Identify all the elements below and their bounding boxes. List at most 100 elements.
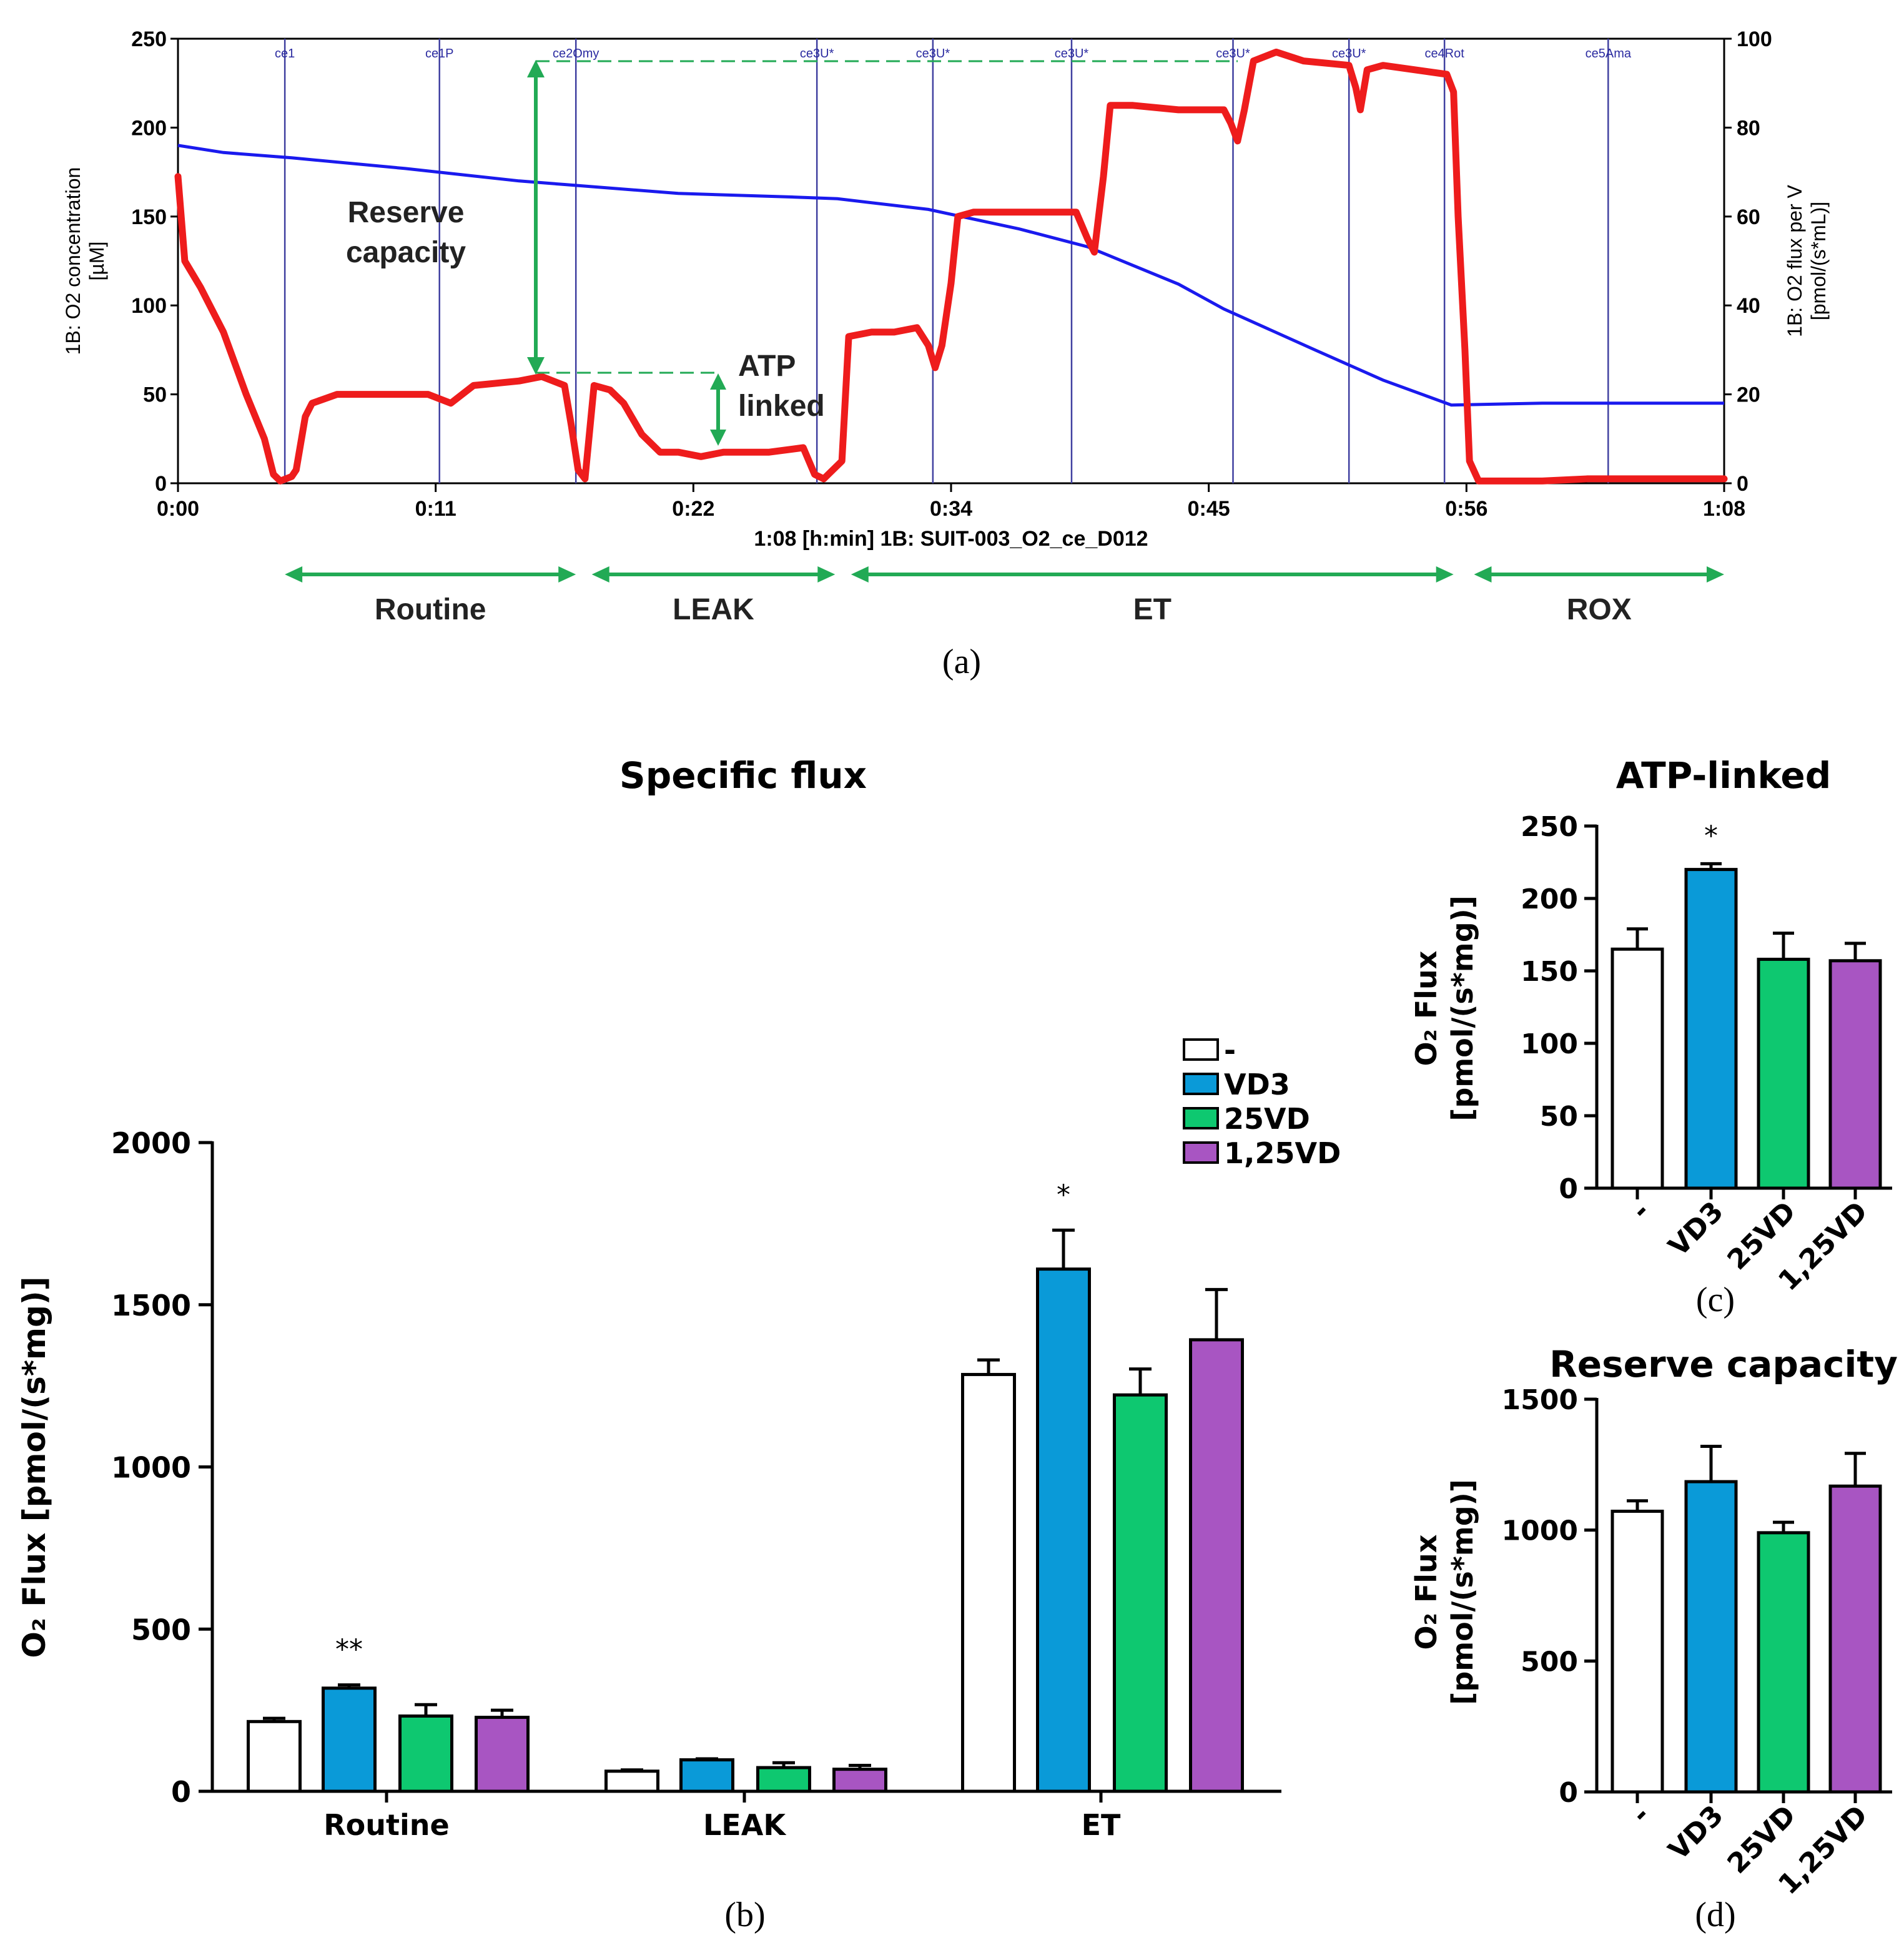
- bar: [961, 1372, 1016, 1793]
- phase-arrow-head-right: [817, 566, 836, 583]
- atp-linked-annotation: ATP linked: [536, 350, 825, 446]
- chart-b-y-label: O₂ Flux [pmol/(s*mg)]: [16, 1276, 52, 1658]
- left-axis-label-line2: [µM]: [86, 242, 108, 281]
- y-tick-label: 0: [1559, 1777, 1578, 1809]
- reserve-label-line2: capacity: [346, 236, 466, 269]
- reserve-label-line1: Reserve: [348, 196, 465, 229]
- chart-d-y-label-line1: O₂ Flux: [1409, 1535, 1443, 1650]
- x-tick-label: 0:22: [672, 497, 714, 521]
- chart-c-title: ATP-linked: [1616, 754, 1831, 797]
- bar: [322, 1686, 377, 1793]
- event-label: ce3U*: [916, 47, 950, 61]
- bar: [475, 1716, 530, 1793]
- right-tick-label: 20: [1737, 383, 1760, 407]
- chart-d-title: Reserve capacity: [1549, 1343, 1898, 1385]
- panel-b-specific-flux: Specific flux O₂ Flux [pmol/(s*mg)] 0 500…: [16, 754, 1341, 1934]
- y-tick-label: 200: [1521, 883, 1578, 915]
- right-tick-label: 0: [1737, 472, 1749, 496]
- legend-swatch: [1183, 1107, 1219, 1129]
- left-axis-label: 1B: O2 concentration [µM]: [62, 167, 108, 355]
- significance-mark: **: [335, 1634, 363, 1666]
- phase-arrow-head-right: [1707, 566, 1724, 583]
- panel-label-a: (a): [942, 642, 981, 681]
- event-markers: ce1 ce1P ce2Omy ce3U* ce3U* ce3U* ce3U* ce3U* ce…: [275, 39, 1632, 483]
- bar: [1611, 1509, 1664, 1794]
- event-label: ce4Rot: [1424, 47, 1464, 61]
- bar: [604, 1769, 659, 1793]
- event-label: ce3U*: [1216, 47, 1250, 61]
- event-label: ce5Ama: [1586, 47, 1632, 61]
- significance-mark: *: [1057, 1179, 1070, 1211]
- panel-label-c: (c): [1696, 1281, 1735, 1319]
- bar: [832, 1768, 887, 1793]
- left-tick-label: 250: [131, 27, 167, 51]
- event-label: ce3U*: [1055, 47, 1089, 61]
- left-tick-label: 0: [155, 472, 167, 496]
- y-tick-label: 500: [1521, 1646, 1578, 1678]
- chart-d-y-label: O₂ Flux [pmol/(s*mg)]: [1409, 1479, 1479, 1705]
- bar: [398, 1714, 453, 1793]
- left-tick-label: 150: [131, 205, 167, 229]
- y-tick-label: 1500: [1502, 1384, 1578, 1416]
- chart-b-title: Specific flux: [619, 754, 867, 797]
- phase-arrow-head-right: [558, 566, 576, 583]
- x-tick-label: 0:00: [157, 497, 199, 521]
- y-tick-label: 500: [131, 1613, 191, 1646]
- bar: [1757, 957, 1810, 1190]
- bar: [247, 1719, 302, 1793]
- event-label: ce1P: [425, 47, 454, 61]
- right-tick-label: 100: [1737, 27, 1772, 51]
- bar: [1684, 1480, 1738, 1794]
- panel-c-atp-linked: ATP-linked O₂ Flux [pmol/(s*mg)] 0 50 100 1…: [1409, 754, 1892, 1319]
- event-label: ce3U*: [800, 47, 834, 61]
- x-tick-label: 0:11: [415, 497, 456, 521]
- bar: [1684, 868, 1738, 1190]
- chart-d-y-label-line2: [pmol/(s*mg)]: [1446, 1479, 1479, 1705]
- atp-arrow-head-top: [710, 373, 726, 390]
- right-tick-label: 80: [1737, 116, 1760, 140]
- right-axis-label: 1B: O2 flux per V [pmol/(s*mL)]: [1783, 185, 1830, 337]
- atp-label-line2: linked: [738, 390, 825, 423]
- bar: [1189, 1338, 1244, 1793]
- legend-label: 25VD: [1224, 1102, 1310, 1136]
- event-label: ce1: [275, 47, 295, 61]
- chart-b-y-label-text: O₂ Flux [pmol/(s*mg)]: [16, 1276, 52, 1658]
- y-tick-label: 0: [171, 1775, 191, 1809]
- x-tick-label: 0:45: [1188, 497, 1230, 521]
- legend-label: 1,25VD: [1224, 1136, 1341, 1170]
- chart-b-axes: 0 500 1000 1500 2000 Routine LEAK ET: [111, 1126, 1281, 1842]
- phase-arrow-head-left: [591, 566, 609, 583]
- x-axis-ticks: 0:00 0:11 0:22 0:34 0:45 0:56 1:08: [157, 483, 1745, 521]
- legend-swatch: [1183, 1073, 1219, 1095]
- phase-arrow-head-right: [1436, 566, 1454, 583]
- reserve-arrow-head-bottom: [527, 357, 545, 375]
- left-tick-label: 100: [131, 294, 167, 318]
- phase-label: ET: [1133, 593, 1172, 626]
- bar: [756, 1766, 811, 1793]
- panel-label-b: (b): [724, 1896, 765, 1934]
- reserve-arrow-head-top: [527, 60, 545, 77]
- bar: [679, 1758, 734, 1793]
- category-label: Routine: [323, 1808, 449, 1842]
- phase-label: ROX: [1567, 593, 1632, 626]
- reserve-capacity-annotation: Reserve capacity: [346, 60, 1238, 375]
- atp-label-line1: ATP: [738, 350, 796, 383]
- y-tick-label: 2000: [111, 1126, 191, 1160]
- phase-arrows: Routine LEAK ET ROX: [285, 566, 1724, 626]
- legend-label: VD3: [1224, 1068, 1290, 1101]
- panel-a-oxygraph-trace: ce1 ce1P ce2Omy ce3U* ce3U* ce3U* ce3U* ce3U* ce…: [62, 27, 1830, 681]
- x-tick-label: 0:34: [930, 497, 972, 521]
- legend-swatch: [1183, 1141, 1219, 1164]
- chart-c-y-label-line2: [pmol/(s*mg)]: [1446, 895, 1479, 1121]
- y-tick-label: 150: [1521, 956, 1578, 988]
- atp-arrow-head-bottom: [710, 430, 726, 446]
- y-tick-label: 1500: [111, 1289, 191, 1322]
- left-axis-label-line1: 1B: O2 concentration: [62, 167, 84, 355]
- left-axis-ticks: 0 50 100 150 200 250: [131, 27, 178, 496]
- right-tick-label: 60: [1737, 205, 1760, 229]
- o2-flux-line: [174, 48, 1728, 485]
- event-label: ce2Omy: [553, 47, 599, 61]
- bar: [1036, 1267, 1091, 1793]
